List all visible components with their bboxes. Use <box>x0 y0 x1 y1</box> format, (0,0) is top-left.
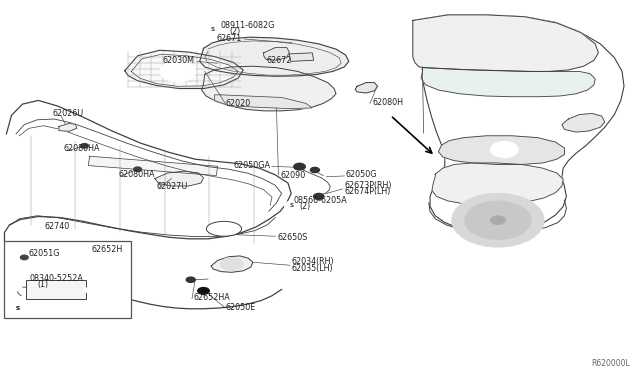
Text: 62027U: 62027U <box>157 182 188 191</box>
Circle shape <box>220 257 243 271</box>
Text: 62080HA: 62080HA <box>118 170 155 179</box>
Polygon shape <box>355 83 378 93</box>
Polygon shape <box>88 156 218 176</box>
Text: 62030M: 62030M <box>163 56 195 65</box>
Polygon shape <box>432 163 563 205</box>
Text: 62740: 62740 <box>45 222 70 231</box>
Text: 62050G: 62050G <box>346 170 377 179</box>
Text: (2): (2) <box>300 202 311 211</box>
Text: 62051G: 62051G <box>28 249 60 258</box>
Text: 08340-5252A: 08340-5252A <box>29 274 83 283</box>
Text: 08911-6082G: 08911-6082G <box>221 21 275 30</box>
Text: 62050GA: 62050GA <box>233 161 270 170</box>
Polygon shape <box>264 48 289 60</box>
Text: 08566-6205A: 08566-6205A <box>293 196 347 205</box>
Text: 62671: 62671 <box>217 34 242 43</box>
Text: S: S <box>211 27 214 32</box>
Circle shape <box>465 201 531 240</box>
Text: 62080HA: 62080HA <box>64 144 100 153</box>
Polygon shape <box>413 15 598 71</box>
Circle shape <box>11 304 25 312</box>
Text: 62034(RH): 62034(RH) <box>292 257 335 266</box>
Text: 62090: 62090 <box>280 171 305 180</box>
Circle shape <box>284 201 298 209</box>
Polygon shape <box>125 50 243 89</box>
Circle shape <box>310 167 319 173</box>
Polygon shape <box>438 136 564 164</box>
Text: 62652HA: 62652HA <box>193 293 230 302</box>
Text: S: S <box>16 305 20 311</box>
Text: 62673P(RH): 62673P(RH) <box>344 181 392 190</box>
Text: 62020: 62020 <box>225 99 250 108</box>
Text: 62652H: 62652H <box>92 245 123 254</box>
FancyBboxPatch shape <box>26 280 86 299</box>
Text: 62672: 62672 <box>266 56 292 65</box>
Circle shape <box>20 255 28 260</box>
Text: S: S <box>16 305 20 311</box>
Polygon shape <box>562 113 605 132</box>
Circle shape <box>13 286 22 291</box>
Circle shape <box>294 163 305 170</box>
Text: 62050E: 62050E <box>226 303 256 312</box>
Text: (1): (1) <box>37 280 48 289</box>
Text: (2): (2) <box>229 27 241 36</box>
Circle shape <box>13 286 22 291</box>
Polygon shape <box>202 66 336 111</box>
Circle shape <box>81 144 88 148</box>
Polygon shape <box>200 37 349 76</box>
Text: S: S <box>289 203 293 208</box>
Circle shape <box>84 288 93 293</box>
Polygon shape <box>413 15 624 232</box>
Polygon shape <box>289 53 314 61</box>
Text: R620000L: R620000L <box>591 359 630 368</box>
Circle shape <box>198 288 209 294</box>
Text: 62026U: 62026U <box>52 109 84 118</box>
Circle shape <box>490 141 518 158</box>
Circle shape <box>186 277 195 282</box>
FancyBboxPatch shape <box>4 241 131 318</box>
Text: 62650S: 62650S <box>277 233 307 242</box>
Polygon shape <box>211 256 253 272</box>
Polygon shape <box>421 68 595 97</box>
Text: 62674P(LH): 62674P(LH) <box>344 187 390 196</box>
Polygon shape <box>59 124 77 131</box>
Circle shape <box>160 61 196 82</box>
Circle shape <box>134 167 141 171</box>
Circle shape <box>452 193 544 247</box>
Text: 62035(LH): 62035(LH) <box>292 264 333 273</box>
Circle shape <box>205 26 220 34</box>
Circle shape <box>490 216 506 225</box>
Text: 62080H: 62080H <box>372 98 403 107</box>
Circle shape <box>11 304 25 312</box>
Polygon shape <box>155 171 204 186</box>
Circle shape <box>314 193 324 199</box>
Ellipse shape <box>206 221 242 236</box>
Polygon shape <box>214 95 312 109</box>
